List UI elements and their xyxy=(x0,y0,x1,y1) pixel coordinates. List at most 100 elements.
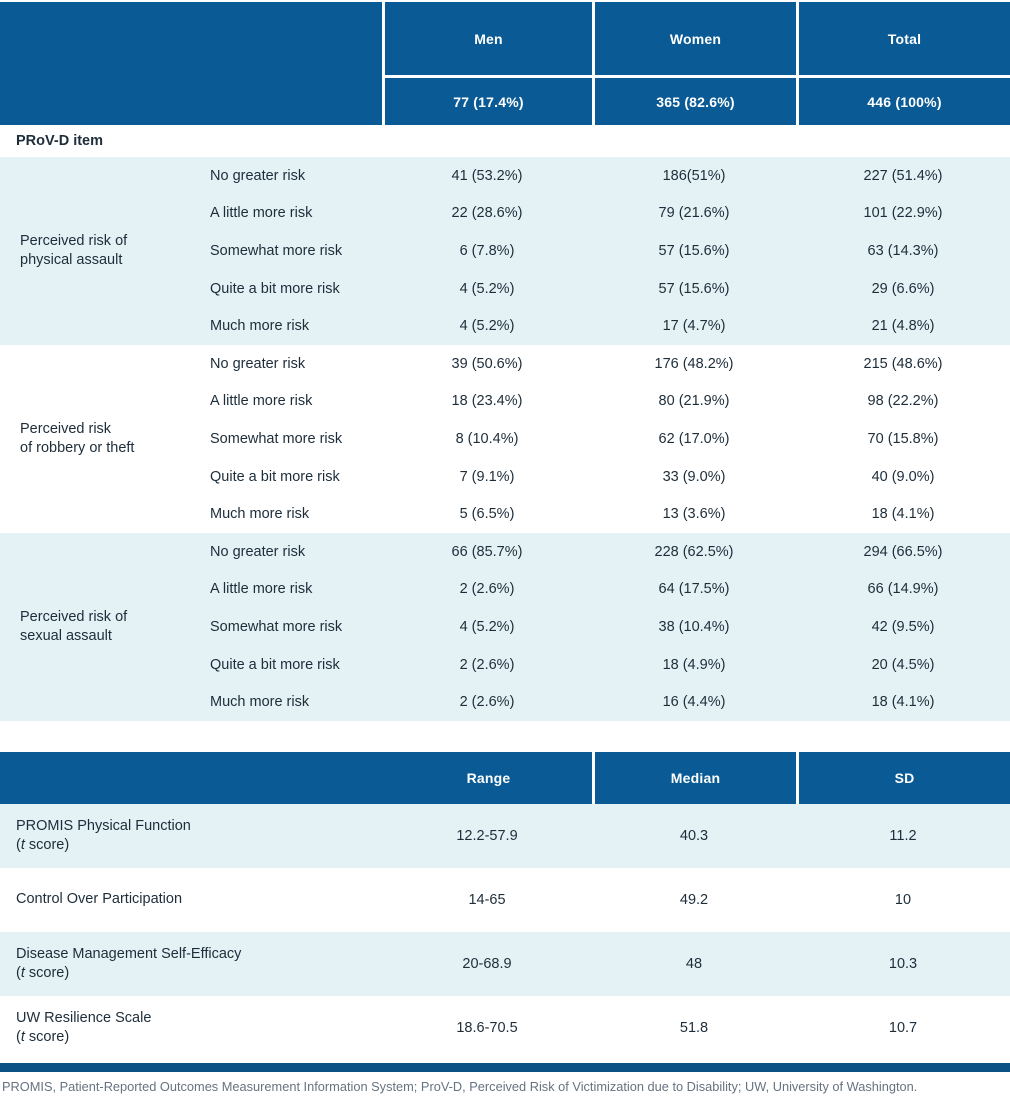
group-robbery-or-theft: Perceived risk of robbery or theft No gr… xyxy=(0,345,1010,533)
cell-total: 294 (66.5%) xyxy=(863,543,943,560)
section-label-prov-d-item: PRoV-D item xyxy=(16,133,104,149)
cell-men: 18 (23.4%) xyxy=(451,393,523,410)
cell-total: 66 (14.9%) xyxy=(867,581,939,598)
cell-total: 18 (4.1%) xyxy=(871,506,935,523)
cell-total: 98 (22.2%) xyxy=(867,393,939,410)
cell-men: 4 (5.2%) xyxy=(459,280,515,297)
row-item-label: A little more risk xyxy=(210,205,313,222)
cell-total: 29 (6.6%) xyxy=(871,280,935,297)
cell-total: 101 (22.9%) xyxy=(863,205,943,222)
cell-women: 62 (17.0%) xyxy=(658,430,730,447)
cell-men: 2 (2.6%) xyxy=(459,656,515,673)
cell-men: 6 (7.8%) xyxy=(459,242,515,259)
table-footnote: PROMIS, Patient-Reported Outcomes Measur… xyxy=(2,1078,918,1094)
row-item-label: Somewhat more risk xyxy=(210,430,343,447)
cell-total: 227 (51.4%) xyxy=(863,167,943,184)
cell-women: 186(51%) xyxy=(662,167,726,184)
scale-label: Control Over Participation xyxy=(0,868,382,932)
scale-sublabel: (t score) xyxy=(16,836,70,853)
cell-women: 79 (21.6%) xyxy=(658,205,730,222)
scale-name: Control Over Participation xyxy=(16,891,183,908)
cell-men: 2 (2.6%) xyxy=(459,694,515,711)
row-uw-resilience-scale: UW Resilience Scale (t score) 18.6-70.5 … xyxy=(0,996,1010,1060)
cell-median: 40.3 xyxy=(679,827,709,844)
group-sexual-assault: Perceived risk of sexual assault No grea… xyxy=(0,532,1010,721)
row-item-label: Quite a bit more risk xyxy=(210,468,340,485)
table1-col-header-women: Women xyxy=(595,2,796,75)
group-label-robbery-or-theft: Perceived risk of robbery or theft xyxy=(0,345,210,533)
row-item-label: Much more risk xyxy=(210,694,310,711)
cell-median: 49.2 xyxy=(679,891,709,908)
table-bottom-rule xyxy=(0,1062,1010,1072)
cell-women: 13 (3.6%) xyxy=(662,506,726,523)
table2-col-header-sd: SD xyxy=(799,751,1010,804)
scale-name: UW Resilience Scale xyxy=(16,1009,152,1026)
row-item-label: No greater risk xyxy=(210,167,306,184)
table1-header: Men Women Total 77 (17.4%) 365 (82.6%) 4… xyxy=(0,0,1010,125)
cell-total: 70 (15.8%) xyxy=(867,430,939,447)
cell-median: 51.8 xyxy=(679,1019,709,1036)
cell-total: 18 (4.1%) xyxy=(871,694,935,711)
scale-label: Disease Management Self-Efficacy (t scor… xyxy=(0,932,382,996)
table2-col-header-median: Median xyxy=(595,751,796,804)
cell-women: 57 (15.6%) xyxy=(658,280,730,297)
cell-women: 18 (4.9%) xyxy=(662,656,726,673)
scale-name: Disease Management Self-Efficacy xyxy=(16,945,242,962)
row-item-label: A little more risk xyxy=(210,581,313,598)
scale-label: UW Resilience Scale (t score) xyxy=(0,996,382,1060)
group-label-line1: Perceived risk of xyxy=(20,608,128,625)
scale-name: PROMIS Physical Function xyxy=(16,817,191,834)
group-label-line2: sexual assault xyxy=(20,627,112,644)
group-label-line2: physical assault xyxy=(20,251,123,268)
cell-total: 20 (4.5%) xyxy=(871,656,935,673)
row-item-label: No greater risk xyxy=(210,543,306,560)
cell-sd: 11.2 xyxy=(889,827,917,844)
group-label-line1: Perceived risk xyxy=(20,420,112,437)
table1-header-corner-cell xyxy=(0,2,382,125)
cell-men: 8 (10.4%) xyxy=(455,430,519,447)
cell-range: 12.2-57.9 xyxy=(456,827,518,844)
row-item-label: Quite a bit more risk xyxy=(210,280,340,297)
cell-range: 18.6-70.5 xyxy=(456,1019,518,1036)
cell-men: 2 (2.6%) xyxy=(459,581,515,598)
table1-col-header-men: Men xyxy=(385,2,592,75)
group-label-line2: of robbery or theft xyxy=(20,439,135,456)
cell-sd: 10.3 xyxy=(888,955,918,972)
group-label-sexual-assault: Perceived risk of sexual assault xyxy=(0,533,210,721)
cell-women: 228 (62.5%) xyxy=(654,543,734,560)
cell-men: 7 (9.1%) xyxy=(459,468,515,485)
cell-men: 39 (50.6%) xyxy=(451,355,523,372)
row-control-over-participation: Control Over Participation 14-65 49.2 10 xyxy=(0,868,1010,932)
cell-women: 80 (21.9%) xyxy=(658,393,730,410)
row-promis-physical-function: PROMIS Physical Function (t score) 12.2-… xyxy=(0,803,1010,868)
row-item-label: Much more risk xyxy=(210,318,310,335)
cell-men: 4 (5.2%) xyxy=(459,618,515,635)
group-label-line1: Perceived risk of xyxy=(20,232,128,249)
cell-total: 215 (48.6%) xyxy=(863,355,943,372)
cell-women: 16 (4.4%) xyxy=(662,694,726,711)
cell-women: 33 (9.0%) xyxy=(662,468,726,485)
scale-label: PROMIS Physical Function (t score) xyxy=(0,804,382,868)
cell-total: 21 (4.8%) xyxy=(871,318,935,335)
cell-women: 57 (15.6%) xyxy=(658,242,730,259)
row-item-label: Somewhat more risk xyxy=(210,618,343,635)
row-disease-management-self-efficacy: Disease Management Self-Efficacy (t scor… xyxy=(0,931,1010,996)
cell-sd: 10 xyxy=(894,891,912,908)
table2-col-header-range: Range xyxy=(466,769,511,786)
table2-header: Range Median SD xyxy=(0,751,1010,804)
row-item-label: A little more risk xyxy=(210,393,313,410)
row-item-label: Somewhat more risk xyxy=(210,242,343,259)
cell-median: 48 xyxy=(685,955,703,972)
row-item-label: No greater risk xyxy=(210,355,306,372)
group-label-physical-assault: Perceived risk of physical assault xyxy=(0,157,210,345)
table1-subheader-men-count: 77 (17.4%) xyxy=(385,78,592,125)
cell-women: 64 (17.5%) xyxy=(658,581,730,598)
cell-total: 40 (9.0%) xyxy=(871,468,935,485)
cell-total: 42 (9.5%) xyxy=(871,618,935,635)
cell-range: 14-65 xyxy=(468,891,506,908)
cell-women: 176 (48.2%) xyxy=(654,355,734,372)
cell-women: 17 (4.7%) xyxy=(662,318,726,335)
cell-sd: 10.7 xyxy=(888,1019,918,1036)
cell-men: 22 (28.6%) xyxy=(451,205,523,222)
